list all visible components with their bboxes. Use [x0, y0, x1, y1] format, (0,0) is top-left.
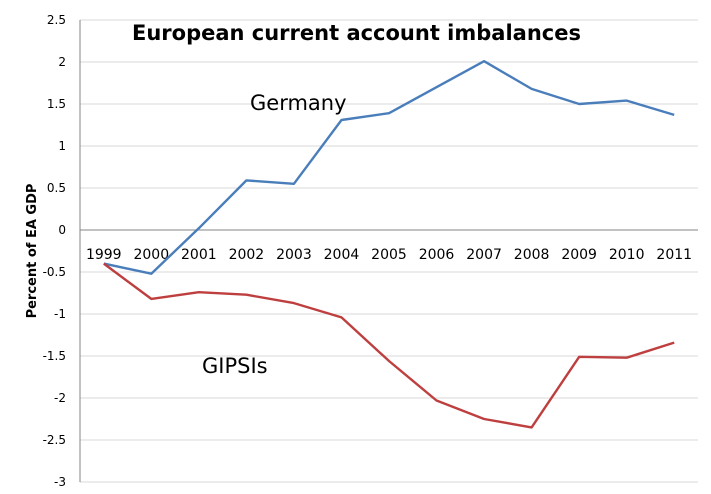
x-tick-label: 2005 [371, 247, 407, 263]
y-tick-label: 2 [58, 55, 66, 69]
y-tick-label: -3 [54, 475, 66, 489]
y-tick-label: -2.5 [43, 433, 66, 447]
x-tick-label: 2007 [466, 247, 502, 263]
chart-title: European current account imbalances [132, 21, 581, 45]
y-tick-label: 1 [58, 139, 66, 153]
series-line-germany [103, 60, 675, 275]
x-tick-label: 2001 [181, 247, 217, 263]
gridlines [80, 19, 698, 483]
annotation-germany: Germany [250, 91, 347, 115]
y-tick-label: 2.5 [47, 13, 66, 27]
series-line-gipsis [103, 262, 675, 429]
x-tick-label: 2000 [133, 247, 169, 263]
x-tick-label: 2008 [514, 247, 550, 263]
x-tick-label: 2002 [229, 247, 265, 263]
y-tick-label: 1.5 [47, 97, 66, 111]
y-tick-label: 0.5 [47, 181, 66, 195]
x-tick-label: 2003 [276, 247, 312, 263]
x-tick-labels: 1999 2000 2001 2002 2003 2004 2005 2006 2007 2008… [86, 247, 692, 263]
y-tick-label: -2 [54, 391, 66, 405]
y-axis-label: Percent of EA GDP [25, 184, 40, 319]
y-tick-labels: 2.5 2 1.5 1 0.5 0 -0.5 -1 -1.5 -2 -2.5 -3 [43, 13, 66, 489]
annotation-gipsis: GIPSIs [202, 354, 268, 378]
y-tick-label: -1.5 [43, 349, 66, 363]
y-tick-label: -0.5 [43, 265, 66, 279]
y-tick-label: -1 [54, 307, 66, 321]
x-tick-label: 2011 [656, 247, 692, 263]
series-lines [103, 60, 675, 429]
x-tick-label: 2009 [561, 247, 597, 263]
y-tick-label: 0 [58, 223, 66, 237]
x-tick-label: 2004 [324, 247, 360, 263]
x-tick-label: 2006 [419, 247, 455, 263]
x-tick-label: 2010 [609, 247, 645, 263]
x-tick-label: 1999 [86, 247, 122, 263]
